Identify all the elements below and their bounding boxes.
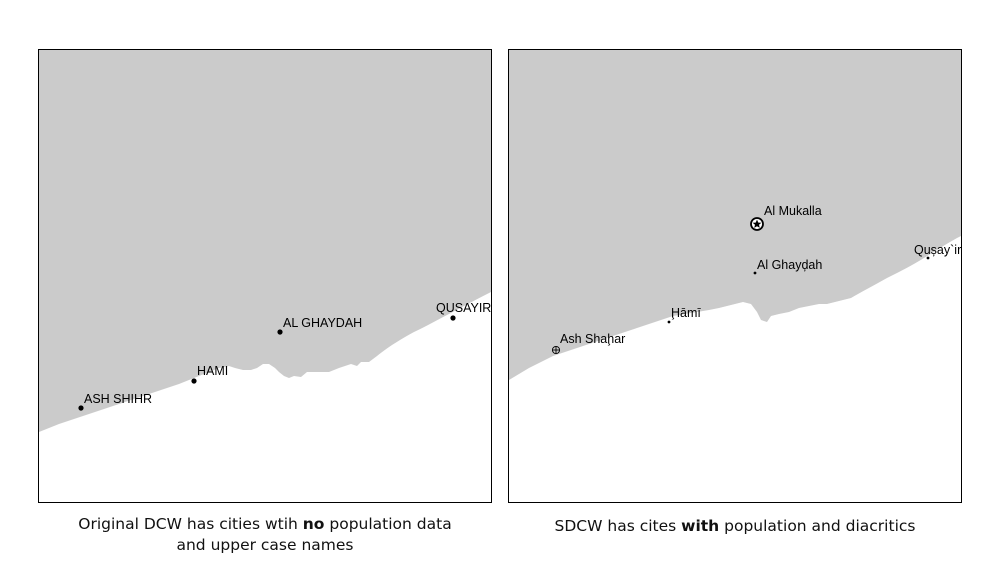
caption-text: SDCW has cites	[554, 517, 682, 535]
caption-bold-word: with	[681, 517, 720, 535]
city-label: Al Ghayḑah	[757, 258, 822, 272]
city-label: QUSAYIR	[436, 301, 491, 315]
city-label: ASH SHIHR	[84, 392, 152, 406]
city-dot	[78, 405, 84, 411]
city-dot	[753, 271, 757, 275]
city-dot	[667, 320, 671, 324]
city-label: Ash Shaḩar	[560, 332, 625, 346]
caption-text: population and diacritics	[719, 517, 916, 535]
land-area	[509, 50, 961, 380]
city-label: Ḩāmī	[671, 306, 701, 320]
city-label: Al Mukalla	[764, 204, 822, 218]
caption-left-line1: Original DCW has cities wtih no populati…	[38, 514, 492, 535]
caption-bold-word: no	[302, 515, 325, 533]
caption-text: population data	[324, 515, 452, 533]
map-panel-right: Al Mukalla Al Ghayḑah Qușay`ir Ḩāmī Ash …	[508, 49, 962, 503]
map-right-svg: Al Mukalla Al Ghayḑah Qușay`ir Ḩāmī Ash …	[509, 50, 961, 380]
city-dot	[277, 329, 283, 335]
caption-left-line2: and upper case names	[176, 536, 354, 554]
city-ash-shahar: Ash Shaḩar	[551, 332, 625, 355]
land-area	[39, 50, 491, 432]
city-label: HAMI	[197, 364, 228, 378]
city-label: AL GHAYDAH	[283, 316, 362, 330]
city-dot	[450, 315, 456, 321]
caption-text: Original DCW has cities wtih	[78, 515, 303, 533]
star-icon	[752, 219, 762, 228]
city-al-mukalla: Al Mukalla	[750, 204, 822, 231]
city-qusayir: QUSAYIR	[436, 301, 491, 321]
city-dot	[191, 378, 197, 384]
city-ash-shihr: ASH SHIHR	[78, 392, 152, 411]
city-qusayir: Qușay`ir	[914, 243, 961, 260]
caption-right: SDCW has cites with population and diacr…	[508, 516, 962, 537]
city-al-ghaydah: AL GHAYDAH	[277, 316, 362, 335]
city-hami: HAMI	[191, 364, 228, 384]
map-panel-left: ASH SHIHR HAMI AL GHAYDAH QUSAYIR	[38, 49, 492, 503]
city-al-ghaydah: Al Ghayḑah	[753, 258, 822, 275]
city-hami: Ḩāmī	[667, 306, 701, 324]
map-left-svg: ASH SHIHR HAMI AL GHAYDAH QUSAYIR	[39, 50, 491, 432]
city-dot	[926, 256, 930, 260]
caption-left: Original DCW has cities wtih no populati…	[38, 514, 492, 556]
city-label: Qușay`ir	[914, 243, 961, 257]
